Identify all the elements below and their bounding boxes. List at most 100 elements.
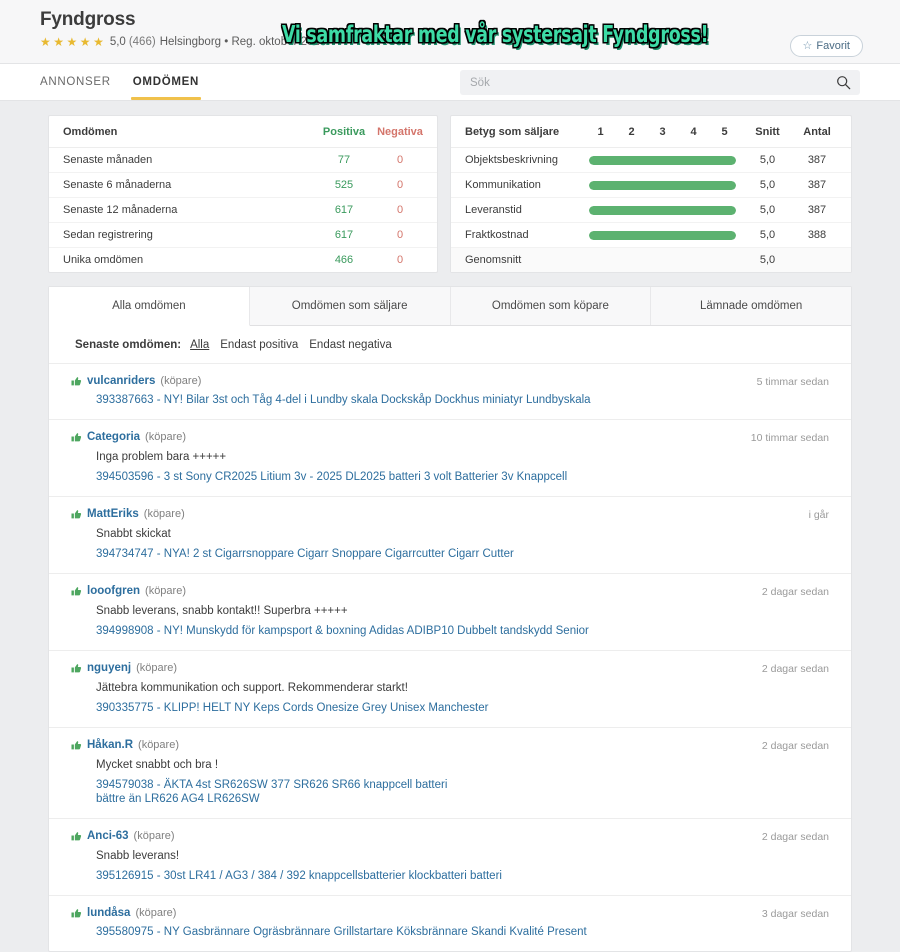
page-header: Fyndgross ★ ★ ★ ★ ★ 5,0 (466) Helsingbor… xyxy=(0,0,900,64)
col-header-omdomen: Omdömen xyxy=(49,116,311,148)
scale-1: 1 xyxy=(585,116,616,148)
negative-count[interactable]: 0 xyxy=(396,254,404,266)
thumbs-up-icon xyxy=(71,663,82,672)
average-value: 5,0 xyxy=(740,247,795,272)
review-timestamp: 2 dagar sedan xyxy=(761,663,829,675)
negative-count[interactable]: 0 xyxy=(377,147,437,173)
col-header-antal: Antal xyxy=(795,116,851,148)
thumbs-up-icon xyxy=(71,831,82,840)
review-role: (köpare) xyxy=(133,830,175,842)
rating-bar-track xyxy=(589,180,736,190)
review-item-link[interactable]: 395580975 - NY Gasbrännare Ogräsbrännare… xyxy=(96,926,587,938)
row-label: Unika omdömen xyxy=(63,254,144,266)
tab-omdomen-som-saljare[interactable]: Omdömen som säljare xyxy=(249,287,451,325)
row-label: Senaste 6 månaderna xyxy=(49,172,311,198)
review-item: lundåsa (köpare) 3 dagar sedan 395580975… xyxy=(49,896,851,951)
favorite-button[interactable]: ☆ Favorit xyxy=(789,35,863,57)
review-item-link[interactable]: 393387663 - NY! Bilar 3st och Tåg 4-del … xyxy=(96,394,591,406)
positive-count[interactable]: 617 xyxy=(311,222,377,248)
average-spacer xyxy=(585,247,740,272)
filter-endast-negativa[interactable]: Endast negativa xyxy=(309,339,392,351)
review-timestamp: i går xyxy=(808,509,829,521)
thumbs-up-icon xyxy=(71,432,82,441)
primary-nav: ANNONSER OMDÖMEN xyxy=(0,64,900,101)
rating-count: 387 xyxy=(795,147,851,173)
review-username[interactable]: looofgren xyxy=(87,585,141,597)
review-role: (köpare) xyxy=(135,907,177,919)
tab-lamnade-omdomen[interactable]: Lämnade omdömen xyxy=(651,287,851,325)
row-label: Sedan registrering xyxy=(49,222,311,248)
review-username[interactable]: lundåsa xyxy=(87,907,131,919)
filter-alla[interactable]: Alla xyxy=(190,339,210,351)
tab-omdomen-som-kopare[interactable]: Omdömen som köpare xyxy=(450,287,652,325)
tab-omdomen[interactable]: OMDÖMEN xyxy=(130,64,202,100)
shop-name: Fyndgross xyxy=(40,9,136,30)
table-row: Fraktkostnad 5,0 388 xyxy=(451,222,851,248)
review-tab-list: Alla omdömen Omdömen som säljare Omdömen… xyxy=(49,287,851,326)
search-input[interactable] xyxy=(460,70,860,95)
review-item-link[interactable]: 390335775 - KLIPP! HELT NY Keps Cords On… xyxy=(96,702,489,714)
positive-count[interactable]: 77 xyxy=(311,147,377,173)
review-username[interactable]: Categoria xyxy=(87,431,141,443)
positive-count[interactable]: 617 xyxy=(311,197,377,223)
star-icon: ★ xyxy=(40,35,51,49)
thumbs-up-icon xyxy=(71,376,82,385)
rating-bar-fill xyxy=(589,205,736,215)
review-username[interactable]: Anci-63 xyxy=(87,830,129,842)
review-item: MattEriks (köpare) i går Snabbt skickat … xyxy=(49,497,851,574)
review-header: MattEriks (köpare) xyxy=(71,508,829,520)
rating-criterion: Leveranstid xyxy=(451,197,585,223)
average-count-empty xyxy=(795,247,851,272)
review-comment: Snabbt skickat xyxy=(96,528,171,540)
review-timestamp: 10 timmar sedan xyxy=(750,432,829,444)
review-username[interactable]: MattEriks xyxy=(87,508,139,520)
rating-bar-track xyxy=(589,230,736,240)
tab-annonser[interactable]: ANNONSER xyxy=(40,76,111,88)
tab-alla-omdomen[interactable]: Alla omdömen xyxy=(49,287,250,326)
review-item-link[interactable]: 394734747 - NYA! 2 st Cigarrsnoppare Cig… xyxy=(96,548,514,560)
review-username[interactable]: vulcanriders xyxy=(87,375,156,387)
reviews-summary-card: Omdömen Positiva Negativa Senaste månade… xyxy=(48,115,438,273)
rating-average: 5,0 xyxy=(740,222,795,248)
negative-count[interactable]: 0 xyxy=(377,172,437,198)
negative-count[interactable]: 0 xyxy=(377,197,437,223)
reviews-summary-table: Omdömen Positiva Negativa Senaste månade… xyxy=(49,116,437,272)
positive-count[interactable]: 525 xyxy=(311,172,377,198)
review-username[interactable]: nguyenj xyxy=(87,662,132,674)
table-row: Senaste 12 månaderna 617 0 xyxy=(49,197,437,223)
review-header: Anci-63 (köpare) xyxy=(71,830,829,842)
promo-banner: Vi samfraktar med vår systersajt Fyndgro… xyxy=(282,22,709,48)
rating-average: 5,0 xyxy=(740,147,795,173)
rating-bar-cell xyxy=(585,172,740,198)
review-timestamp: 2 dagar sedan xyxy=(761,831,829,843)
main-content: Omdömen Positiva Negativa Senaste månade… xyxy=(0,101,900,952)
review-username[interactable]: Håkan.R xyxy=(87,739,134,751)
review-item-link[interactable]: 394503596 - 3 st Sony CR2025 Litium 3v -… xyxy=(96,471,568,483)
rating-average: 5,0 xyxy=(740,172,795,198)
rating-criterion: Objektsbeskrivning xyxy=(451,147,585,173)
negative-count[interactable]: 0 xyxy=(377,222,437,248)
review-header: vulcanriders (köpare) xyxy=(71,375,829,387)
review-role: (köpare) xyxy=(138,739,179,751)
scale-2: 2 xyxy=(616,116,647,148)
review-item-link[interactable]: 394579038 - ÄKTA 4st SR626SW 377 SR626 S… xyxy=(96,779,448,805)
search-icon[interactable] xyxy=(836,75,851,90)
scale-5: 5 xyxy=(709,116,740,148)
seller-ratings-body: Objektsbeskrivning 5,0 387 Kommunikation… xyxy=(451,147,851,272)
shop-location-registration: Helsingborg • Reg. oktober 2018 xyxy=(159,36,327,48)
rating-bar-cell xyxy=(585,147,740,173)
star-rating: ★ ★ ★ ★ ★ xyxy=(40,36,104,48)
review-comment: Inga problem bara +++++ xyxy=(96,451,227,463)
review-comment: Jättebra kommunikation och support. Reko… xyxy=(96,682,408,694)
positive-count[interactable]: 466 xyxy=(334,254,354,266)
review-item: Håkan.R (köpare) 2 dagar sedan Mycket sn… xyxy=(49,728,851,819)
thumbs-up-icon xyxy=(71,908,82,917)
table-row: Leveranstid 5,0 387 xyxy=(451,197,851,223)
review-item-link[interactable]: 395126915 - 30st LR41 / AG3 / 384 / 392 … xyxy=(96,870,502,882)
review-item-link[interactable]: 394998908 - NY! Munskydd för kampsport &… xyxy=(96,625,589,637)
nav-tab-list: ANNONSER OMDÖMEN xyxy=(40,64,202,100)
review-item: vulcanriders (köpare) 5 timmar sedan 393… xyxy=(49,364,851,420)
filter-endast-positiva[interactable]: Endast positiva xyxy=(220,339,299,351)
reviews-summary-body: Senaste månaden 77 0 Senaste 6 månaderna 52… xyxy=(49,147,437,273)
thumbs-up-icon xyxy=(71,740,82,749)
